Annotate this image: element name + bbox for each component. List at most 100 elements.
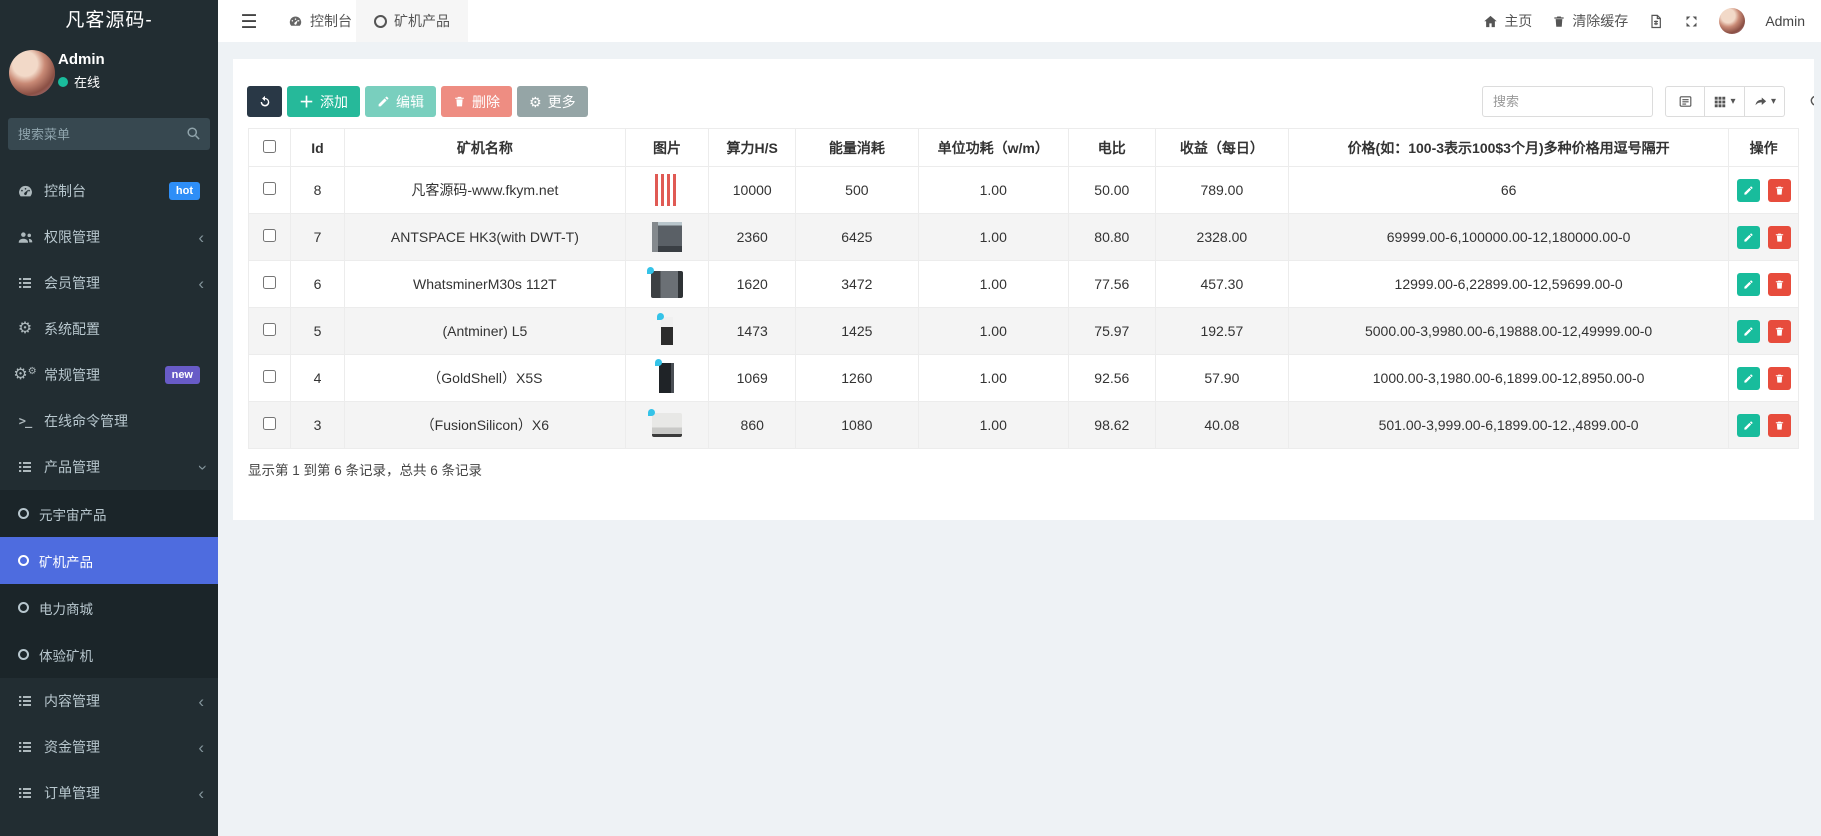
cell-elec-ratio: 50.00 — [1067, 166, 1156, 214]
row-checkbox[interactable] — [262, 323, 276, 336]
edit-button[interactable]: 编辑 — [365, 86, 437, 117]
circle-icon — [18, 508, 29, 519]
row-delete-button[interactable] — [1767, 272, 1791, 296]
sidebar-item-orders[interactable]: 订单管理 ‹ — [0, 770, 218, 816]
watermark-icon — [646, 266, 654, 274]
column-header-price[interactable]: 价格(如：100-3表示100$3个月)多种价格用逗号隔开 — [1287, 128, 1730, 167]
watermark-icon — [656, 313, 664, 320]
cell-energy: 3472 — [795, 260, 919, 308]
sidebar-item-label: 体验矿机 — [39, 648, 93, 664]
sidebar-item-trial-miner[interactable]: 体验矿机 — [0, 631, 218, 678]
column-header-actions[interactable]: 操作 — [1728, 128, 1799, 167]
table-row[interactable]: 3 （FusionSilicon）X6 860 1080 1.00 98.62 … — [248, 401, 1799, 449]
sidebar-item-label: 电力商城 — [39, 601, 93, 617]
sidebar-item-general[interactable]: ⚙ ⚙ 常规管理 new — [0, 352, 218, 398]
table-row[interactable]: 5 (Antminer) L5 1473 1425 1.00 75.97 192… — [248, 307, 1799, 355]
product-image[interactable] — [651, 222, 682, 252]
hamburger-icon[interactable]: ☰ — [240, 11, 258, 33]
row-edit-button[interactable] — [1736, 272, 1760, 296]
sidebar-search-input[interactable] — [8, 118, 178, 150]
row-edit-button[interactable] — [1736, 178, 1760, 202]
cell-income: 2328.00 — [1154, 213, 1290, 261]
row-delete-button[interactable] — [1767, 413, 1791, 437]
sidebar-item-system-config[interactable]: ⚙ 系统配置 — [0, 306, 218, 352]
table-search-input[interactable] — [1482, 86, 1653, 117]
row-checkbox[interactable] — [262, 417, 276, 430]
add-button[interactable]: ＋ 添加 — [287, 86, 361, 117]
column-header-income[interactable]: 收益（每日） — [1154, 128, 1290, 167]
watermark-icon — [647, 409, 655, 416]
sidebar-item-funds[interactable]: 资金管理 ‹ — [0, 724, 218, 770]
sidebar-item-label: 内容管理 — [44, 693, 100, 709]
column-header-unit-power[interactable]: 单位功耗（w/m） — [917, 128, 1069, 167]
row-edit-button[interactable] — [1736, 413, 1760, 437]
delete-button[interactable]: 删除 — [441, 86, 513, 117]
row-checkbox[interactable] — [262, 229, 276, 242]
row-delete-button[interactable] — [1767, 319, 1791, 343]
sidebar-item-label: 元宇宙产品 — [39, 507, 107, 523]
sidebar-item-members[interactable]: 会员管理 ‹ — [0, 260, 218, 306]
clear-cache-link[interactable]: 清除缓存 — [1552, 11, 1628, 31]
row-edit-button[interactable] — [1736, 225, 1760, 249]
more-button[interactable]: ⚙ 更多 — [517, 86, 588, 117]
column-header-hashrate[interactable]: 算力H/S — [708, 128, 797, 167]
sidebar-item-label: 订单管理 — [44, 785, 100, 801]
column-header-image[interactable]: 图片 — [624, 128, 710, 167]
tab-miner-products[interactable]: 矿机产品 — [356, 0, 468, 42]
search-icon[interactable] — [186, 126, 201, 141]
row-checkbox[interactable] — [262, 182, 276, 195]
columns-button[interactable]: ▾ — [1705, 86, 1745, 117]
column-header-energy[interactable]: 能量消耗 — [795, 128, 919, 167]
sidebar-item-permissions[interactable]: 权限管理 ‹ — [0, 214, 218, 260]
table-row[interactable]: 7 ANTSPACE HK3(with DWT-T) 2360 6425 1.0… — [248, 213, 1799, 261]
sidebar-item-miner-products[interactable]: 矿机产品 — [0, 537, 218, 584]
admin-menu[interactable]: Admin — [1765, 13, 1805, 29]
row-delete-button[interactable] — [1767, 366, 1791, 390]
cell-id: 4 — [289, 354, 346, 402]
product-image[interactable] — [646, 266, 683, 298]
sidebar-item-online-command[interactable]: >_ 在线命令管理 — [0, 398, 218, 444]
row-edit-button[interactable] — [1736, 319, 1760, 343]
tab-dashboard[interactable]: 控制台 — [270, 0, 370, 42]
cell-unit-power: 1.00 — [917, 401, 1069, 449]
cell-id: 6 — [289, 260, 346, 308]
table-row[interactable]: 6 WhatsminerM30s 112T 1620 3472 1.00 77.… — [248, 260, 1799, 308]
sidebar-item-metaverse-products[interactable]: 元宇宙产品 — [0, 490, 218, 537]
refresh-button[interactable] — [247, 86, 282, 117]
product-image[interactable] — [647, 409, 682, 437]
row-delete-button[interactable] — [1767, 225, 1791, 249]
home-link[interactable]: 主页 — [1483, 11, 1532, 31]
cell-elec-ratio: 77.56 — [1067, 260, 1156, 308]
column-header-id[interactable]: Id — [289, 128, 346, 167]
product-image[interactable] — [656, 313, 673, 345]
cell-unit-power: 1.00 — [917, 260, 1069, 308]
product-image[interactable] — [654, 174, 679, 206]
avatar[interactable] — [1719, 8, 1746, 34]
search-toggle-button[interactable] — [1797, 86, 1814, 117]
cell-name: (Antminer) L5 — [344, 307, 626, 355]
column-header-elec-ratio[interactable]: 电比 — [1067, 128, 1156, 167]
sidebar-item-content[interactable]: 内容管理 ‹ — [0, 678, 218, 724]
table-row[interactable]: 4 （GoldShell）X5S 1069 1260 1.00 92.56 57… — [248, 354, 1799, 402]
export-button[interactable]: ▾ — [1745, 86, 1785, 117]
sidebar-item-products[interactable]: 产品管理 ‹ — [0, 444, 218, 490]
row-delete-button[interactable] — [1767, 178, 1791, 202]
column-header-name[interactable]: 矿机名称 — [344, 128, 626, 167]
products-table: Id 矿机名称 图片 算力H/S 能量消耗 单位功耗（w/m） 电比 收益（每日… — [248, 128, 1799, 449]
detail-view-button[interactable] — [1665, 86, 1705, 117]
select-all-checkbox[interactable] — [262, 139, 276, 153]
cell-income: 192.57 — [1154, 307, 1290, 355]
fullscreen-icon[interactable] — [1684, 14, 1699, 29]
product-image[interactable] — [655, 359, 675, 393]
row-checkbox[interactable] — [262, 276, 276, 289]
sidebar-item-label: 产品管理 — [44, 459, 100, 475]
row-edit-button[interactable] — [1736, 366, 1760, 390]
user-name: Admin — [58, 51, 105, 68]
sidebar-item-power-mall[interactable]: 电力商城 — [0, 584, 218, 631]
circle-icon — [18, 649, 29, 660]
language-file-icon[interactable] — [1648, 13, 1664, 30]
chevron-left-icon: ‹ — [198, 273, 204, 293]
sidebar-item-dashboard[interactable]: 控制台 hot — [0, 168, 218, 214]
row-checkbox[interactable] — [262, 370, 276, 383]
table-row[interactable]: 8 凡客源码-www.fkym.net 10000 500 1.00 50.00… — [248, 166, 1799, 214]
